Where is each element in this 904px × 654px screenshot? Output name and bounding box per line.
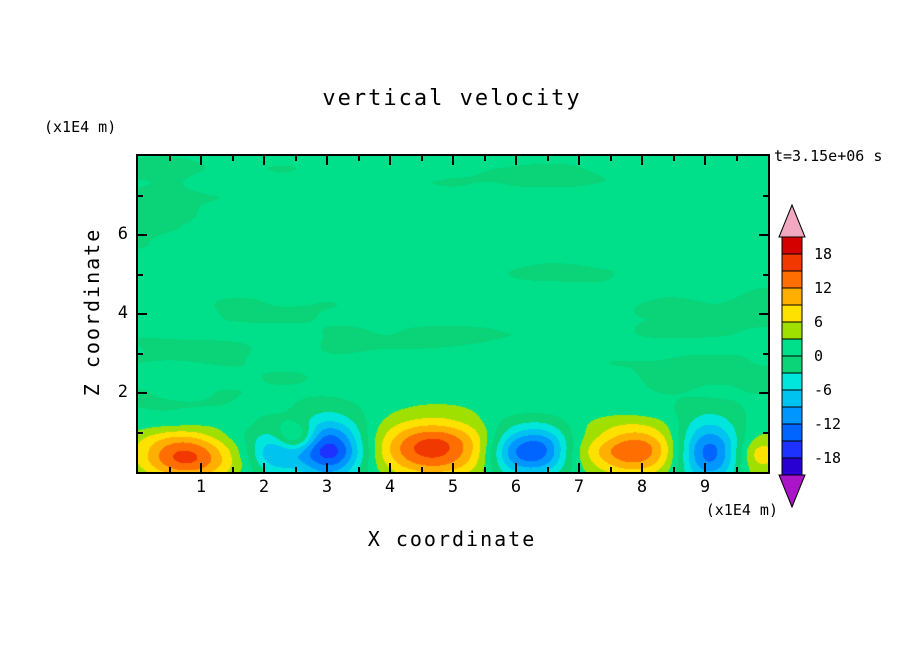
axis-tick (735, 467, 738, 472)
axis-tick (641, 156, 643, 165)
plot-area (136, 154, 770, 474)
axis-tick (168, 467, 171, 472)
axis-tick (735, 156, 738, 161)
colorbar-over-arrow (778, 203, 806, 238)
axis-tick (200, 463, 202, 472)
x-tick-label: 6 (510, 477, 522, 497)
axis-tick (452, 463, 454, 472)
axis-tick (263, 463, 265, 472)
z-tick-label: 4 (117, 303, 128, 323)
axis-tick (357, 156, 360, 161)
axis-tick (578, 156, 580, 165)
colorbar-segment (781, 321, 803, 340)
axis-tick (546, 156, 549, 161)
axis-tick (138, 352, 143, 355)
axis-tick (763, 352, 768, 355)
axis-tick (420, 467, 423, 472)
colorbar-segment (781, 253, 803, 272)
axis-tick (704, 463, 706, 472)
z-tick-label: 6 (117, 224, 128, 244)
axis-tick (138, 313, 147, 315)
colorbar-segment (781, 440, 803, 459)
axis-tick (609, 156, 612, 161)
x-tick-label: 3 (321, 477, 333, 497)
colorbar-segment (781, 457, 803, 476)
colorbar-segment (781, 287, 803, 306)
axis-tick (138, 194, 143, 197)
axis-tick (420, 156, 423, 161)
axis-tick (759, 392, 768, 394)
axis-tick (389, 156, 391, 165)
x-tick-label: 1 (195, 477, 207, 497)
x-tick-label: 5 (447, 477, 459, 497)
axis-tick (138, 392, 147, 394)
axis-tick (546, 467, 549, 472)
colorbar-segment (781, 372, 803, 391)
axis-tick (326, 463, 328, 472)
colorbar-segment (781, 355, 803, 374)
colorbar-segment (781, 270, 803, 289)
axis-tick (138, 234, 147, 236)
colorbar-tick-label: -18 (814, 449, 841, 467)
axis-tick (763, 194, 768, 197)
axis-tick (138, 431, 143, 434)
colorbar-segment (781, 304, 803, 323)
axis-tick (138, 273, 143, 276)
axis-tick (326, 156, 328, 165)
axis-tick (578, 463, 580, 472)
axis-tick (294, 156, 297, 161)
axis-tick (672, 156, 675, 161)
axis-tick (704, 156, 706, 165)
axis-tick (763, 431, 768, 434)
contour-canvas (138, 156, 768, 472)
axis-tick (672, 467, 675, 472)
colorbar: 18 12 6 0 -6 -12 -18 (778, 203, 841, 509)
axis-tick (263, 156, 265, 165)
colorbar-tick-label: 0 (814, 347, 823, 365)
colorbar-segment (781, 338, 803, 357)
x-axis-unit-label: (x1E4 m) (705, 501, 778, 519)
x-tick-label: 7 (573, 477, 585, 497)
axis-tick (515, 463, 517, 472)
x-tick-label: 2 (258, 477, 270, 497)
colorbar-under-arrow (778, 474, 806, 509)
axis-tick (389, 463, 391, 472)
axis-tick (231, 156, 234, 161)
x-axis-title: X coordinate (367, 527, 537, 551)
axis-tick (231, 467, 234, 472)
axis-tick (515, 156, 517, 165)
x-tick-label: 8 (636, 477, 648, 497)
z-axis-unit-label: (x1E4 m) (44, 118, 117, 136)
axis-tick (641, 463, 643, 472)
axis-tick (200, 156, 202, 165)
colorbar-tick-label: -12 (814, 415, 841, 433)
time-stamp-label: t=3.15e+06 s (774, 147, 883, 165)
axis-tick (483, 156, 486, 161)
colorbar-segment (781, 406, 803, 425)
axis-tick (763, 273, 768, 276)
axis-tick (759, 234, 768, 236)
plot-title: vertical velocity (322, 86, 582, 111)
colorbar-segment (781, 236, 803, 255)
colorbar-segment (781, 423, 803, 442)
x-tick-label: 9 (699, 477, 711, 497)
axis-tick (294, 467, 297, 472)
colorbar-tick-label: 18 (814, 245, 832, 263)
axis-tick (759, 313, 768, 315)
colorbar-segment (781, 389, 803, 408)
x-tick-label: 4 (384, 477, 396, 497)
axis-tick (483, 467, 486, 472)
z-tick-label: 2 (117, 382, 128, 402)
axis-tick (357, 467, 360, 472)
axis-tick (168, 156, 171, 161)
colorbar-tick-label: 6 (814, 313, 823, 331)
colorbar-tick-label: 12 (814, 279, 832, 297)
axis-tick (452, 156, 454, 165)
axis-tick (609, 467, 612, 472)
colorbar-tick-label: -6 (814, 381, 832, 399)
